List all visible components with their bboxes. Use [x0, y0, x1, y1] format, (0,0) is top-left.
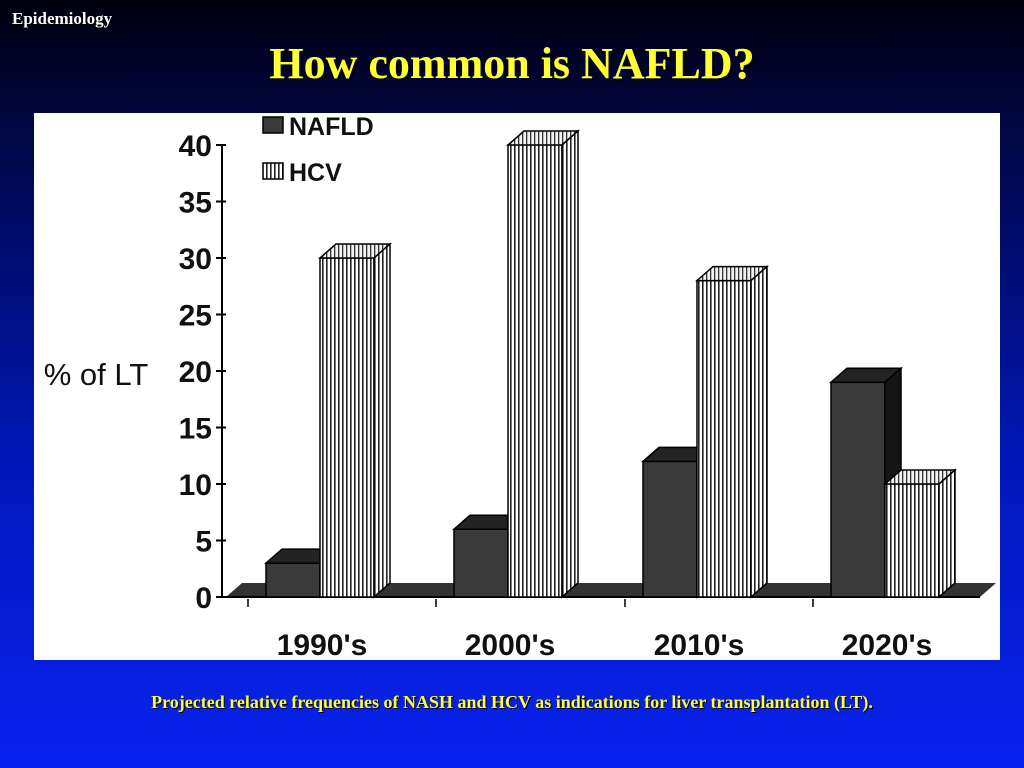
- hcv-bar-4: [883, 468, 957, 599]
- chart-panel: 0 5 10 15 20 25 30 35 40 % of LT 1990's 2000's 2010'…: [34, 113, 1000, 660]
- nafld-bar-4-front: [830, 381, 886, 598]
- bar-chart: 0 5 10 15 20 25 30 35 40 % of LT 1990's 2000's 2010'…: [44, 113, 996, 660]
- hcv-bar-1-front: [319, 257, 375, 598]
- axes-group: 0 5 10 15 20 25 30 35 40 % of LT 1990's 2000's 2010'…: [44, 130, 933, 660]
- legend: NAFLD HCV: [262, 113, 374, 187]
- nafld-bar-3-front: [642, 460, 698, 598]
- hcv-bar-2-front: [507, 144, 563, 598]
- y-tick-label-35: 35: [179, 187, 212, 220]
- x-tick-label-4: 2020's: [842, 629, 933, 660]
- y-tick-label-5: 5: [195, 526, 212, 559]
- hcv-bar-1: [318, 242, 392, 599]
- hcv-bar-2: [506, 129, 580, 599]
- hcv-bar-3: [695, 264, 769, 599]
- y-tick-label-0: 0: [195, 582, 212, 615]
- hcv-bar-2-side: [561, 129, 579, 599]
- hcv-bar-3-front: [696, 279, 752, 598]
- nafld-bar-1-front: [265, 562, 321, 598]
- slide-caption: Projected relative frequencies of NASH a…: [151, 692, 873, 712]
- hcv-bar-4-side: [938, 468, 956, 599]
- hcv-bar-4-front: [884, 483, 940, 598]
- section-label: Epidemiology: [12, 9, 113, 28]
- nafld-bar-2-front: [453, 528, 509, 598]
- x-tick-label-3: 2010's: [654, 629, 745, 660]
- hcv-bar-1-side: [373, 242, 391, 599]
- y-tick-label-15: 15: [179, 413, 212, 446]
- y-tick-label-10: 10: [179, 469, 212, 502]
- legend-swatch-nafld: [262, 116, 284, 134]
- y-tick-label-30: 30: [179, 243, 212, 276]
- x-tick-label-1: 1990's: [277, 629, 368, 660]
- hcv-bar-3-side: [750, 264, 768, 599]
- slide-title: How common is NAFLD?: [269, 39, 755, 88]
- x-tick-label-2: 2000's: [465, 629, 556, 660]
- y-tick-label-40: 40: [179, 130, 212, 163]
- legend-label-nafld: NAFLD: [289, 113, 374, 141]
- y-tick-label-25: 25: [179, 300, 212, 333]
- legend-label-hcv: HCV: [289, 159, 342, 187]
- y-axis-label: % of LT: [44, 357, 149, 392]
- bars-group: [264, 129, 957, 599]
- legend-swatch-hcv: [262, 162, 284, 180]
- y-tick-label-20: 20: [179, 356, 212, 389]
- chart-floor-top: [226, 583, 996, 597]
